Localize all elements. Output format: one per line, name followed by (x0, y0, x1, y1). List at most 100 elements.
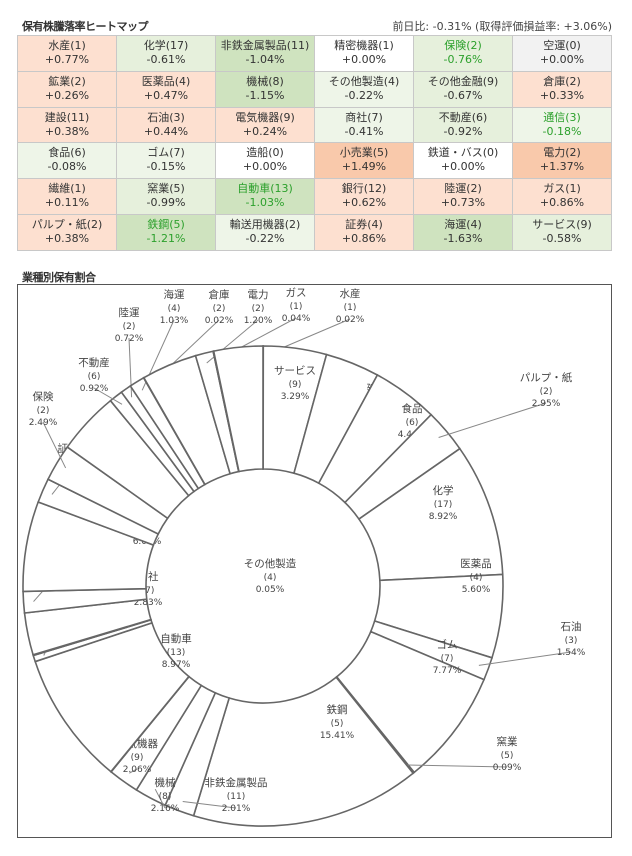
pie-slice[interactable] (192, 676, 415, 827)
pie-label-name: パルプ・紙 (520, 371, 573, 384)
heatmap-cell[interactable]: ガス(1) +0.86% (513, 179, 612, 216)
pie-label-name: 機械 (155, 776, 176, 789)
heatmap-cell-value: +0.47% (143, 88, 189, 102)
heatmap-cell[interactable]: 非鉄金属製品(11) -1.04% (216, 36, 315, 72)
heatmap-cell[interactable]: 証券(4) +0.86% (315, 215, 414, 251)
pie-label-count: (4) (470, 573, 483, 583)
heatmap-cell-value: +0.38% (44, 124, 90, 138)
heatmap-cell[interactable]: 窯業(5) -0.99% (117, 179, 216, 216)
heatmap-cell-name: 小売業(5) (339, 146, 389, 160)
pie-label-name: その他製造 (244, 557, 297, 570)
heatmap-cell-name: 電気機器(9) (235, 110, 295, 124)
pie-leader-line (478, 651, 572, 666)
heatmap-cell[interactable]: 機械(8) -1.15% (216, 71, 315, 108)
heatmap-cell[interactable]: 通信(3) -0.18% (513, 107, 612, 144)
heatmap-cell[interactable]: 不動産(6) -0.92% (414, 107, 513, 144)
heatmap-cell[interactable]: 輸送用機器(2) -0.22% (216, 215, 315, 251)
pie-label-name: 電力 (248, 288, 269, 301)
pie-label-value: 0.05% (256, 585, 285, 595)
heatmap-cell-value: +0.33% (539, 88, 585, 102)
heatmap-cell[interactable]: 鉄鋼(5) -1.21% (117, 215, 216, 251)
heatmap-cell-name: 医薬品(4) (141, 74, 191, 88)
heatmap-cell-value: -1.03% (245, 196, 285, 210)
heatmap-cell[interactable]: サービス(9) -0.58% (513, 215, 612, 251)
pie-label-count: (2) (213, 304, 226, 314)
heatmap-cell[interactable]: ゴム(7) -0.15% (117, 143, 216, 180)
heatmap-cell[interactable]: 水産(1) +0.77% (18, 36, 117, 72)
heatmap-cell-value: +0.73% (440, 196, 486, 210)
pie-label-name: 海運 (164, 288, 185, 301)
heatmap-cell-value: -0.15% (146, 160, 186, 174)
heatmap-cell[interactable]: 商社(7) -0.41% (315, 107, 414, 144)
heatmap-cell[interactable]: 石油(3) +0.44% (117, 107, 216, 144)
pie-label-value: 2.49% (29, 418, 58, 428)
heatmap-cell[interactable]: 陸運(2) +0.73% (414, 179, 513, 216)
pie-label-count: (13) (167, 648, 185, 658)
heatmap-cell[interactable]: 電力(2) +1.37% (513, 143, 612, 180)
pie-leader-line (154, 788, 166, 809)
heatmap-cell-name: 銀行(12) (341, 182, 387, 196)
pie-label-count: (17) (434, 500, 452, 510)
heatmap-cell-name: 鉄鋼(5) (147, 218, 185, 232)
pie-label-name: サービス (274, 365, 316, 377)
heatmap-cell-name: 鉱業(2) (48, 74, 86, 88)
heatmap-cell[interactable]: パルプ・紙(2) +0.38% (18, 215, 117, 251)
heatmap-cell[interactable]: 化学(17) -0.61% (117, 36, 216, 72)
pie-label-name: 食品 (402, 402, 423, 415)
heatmap-cell-name: 鉄道・バス(0) (427, 146, 499, 160)
heatmap-cell-name: 自動車(13) (237, 182, 293, 196)
pie-label-count: (4) (264, 573, 277, 583)
heatmap-cell[interactable]: 繊維(1) +0.11% (18, 179, 117, 216)
pie-label-count: (3) (565, 636, 578, 646)
pie-label-value: 0.92% (80, 384, 109, 394)
heatmap-cell[interactable]: 鉄道・バス(0) +0.00% (414, 143, 513, 180)
heatmap-cell-value: -1.63% (443, 232, 483, 246)
pie-label-value: 0.09% (493, 763, 522, 773)
heatmap-cell-value: -0.92% (443, 124, 483, 138)
heatmap-summary: 前日比: -0.31% (取得評価損益率: +3.06%) (392, 20, 612, 33)
heatmap-cell-value: +0.11% (44, 196, 90, 210)
heatmap-cell[interactable]: 食品(6) -0.08% (18, 143, 117, 180)
pie-label-count: (9) (289, 380, 302, 390)
heatmap-cell[interactable]: 鉱業(2) +0.26% (18, 71, 117, 108)
pie-chart-title: 業種別保有割合 (22, 271, 96, 284)
heatmap-cell[interactable]: 建設(11) +0.38% (18, 107, 117, 144)
heatmap-cell[interactable]: 海運(4) -1.63% (414, 215, 513, 251)
heatmap-cell-value: +0.77% (44, 53, 90, 66)
heatmap-cell-name: 通信(3) (543, 110, 581, 124)
heatmap-cell-name: 水産(1) (48, 39, 86, 52)
heatmap-cell-name: 機械(8) (246, 74, 284, 88)
heatmap-grid: 水産(1) +0.77% 化学(17) -0.61% 非鉄金属製品(11) -1.04% 精… (17, 35, 612, 251)
pie-label-value: 8.92% (429, 512, 458, 522)
pie-slice[interactable] (212, 345, 264, 473)
heatmap-cell-value: +0.00% (440, 160, 486, 174)
heatmap-cell-value: +1.37% (539, 160, 585, 174)
heatmap-cell[interactable]: 空運(0) +0.00% (513, 36, 612, 72)
heatmap-cell[interactable]: 造船(0) +0.00% (216, 143, 315, 180)
heatmap-cell-name: 海運(4) (444, 218, 482, 232)
heatmap-cell-name: 建設(11) (44, 110, 90, 124)
heatmap-cell-name: 証券(4) (345, 218, 383, 232)
heatmap-cell[interactable]: その他金融(9) -0.67% (414, 71, 513, 108)
pie-label-name: 水産 (340, 287, 361, 300)
heatmap-cell-value: +0.24% (242, 124, 288, 138)
heatmap-cell[interactable]: 電気機器(9) +0.24% (216, 107, 315, 144)
heatmap-cell-name: 輸送用機器(2) (229, 218, 301, 232)
heatmap-cell-name: その他製造(4) (328, 74, 400, 88)
pie-leader-line (42, 421, 67, 469)
heatmap-cell[interactable]: その他製造(4) -0.22% (315, 71, 414, 108)
pie-leader-line (182, 801, 237, 809)
heatmap-cell-name: 石油(3) (147, 110, 185, 124)
pie-label-count: (8) (159, 792, 172, 802)
pie-label-value: 1.54% (557, 648, 586, 658)
heatmap-cell[interactable]: 自動車(13) -1.03% (216, 179, 315, 216)
heatmap-cell[interactable]: 精密機器(1) +0.00% (315, 36, 414, 72)
heatmap-cell[interactable]: 保険(2) -0.76% (414, 36, 513, 72)
heatmap-title: 保有株騰落率ヒートマップ (22, 20, 149, 33)
pie-label-count: (5) (331, 719, 344, 729)
heatmap-cell[interactable]: 小売業(5) +1.49% (315, 143, 414, 180)
heatmap-cell[interactable]: 医薬品(4) +0.47% (117, 71, 216, 108)
heatmap-cell[interactable]: 倉庫(2) +0.33% (513, 71, 612, 108)
heatmap-cell-value: +0.00% (539, 53, 585, 66)
heatmap-cell[interactable]: 銀行(12) +0.62% (315, 179, 414, 216)
